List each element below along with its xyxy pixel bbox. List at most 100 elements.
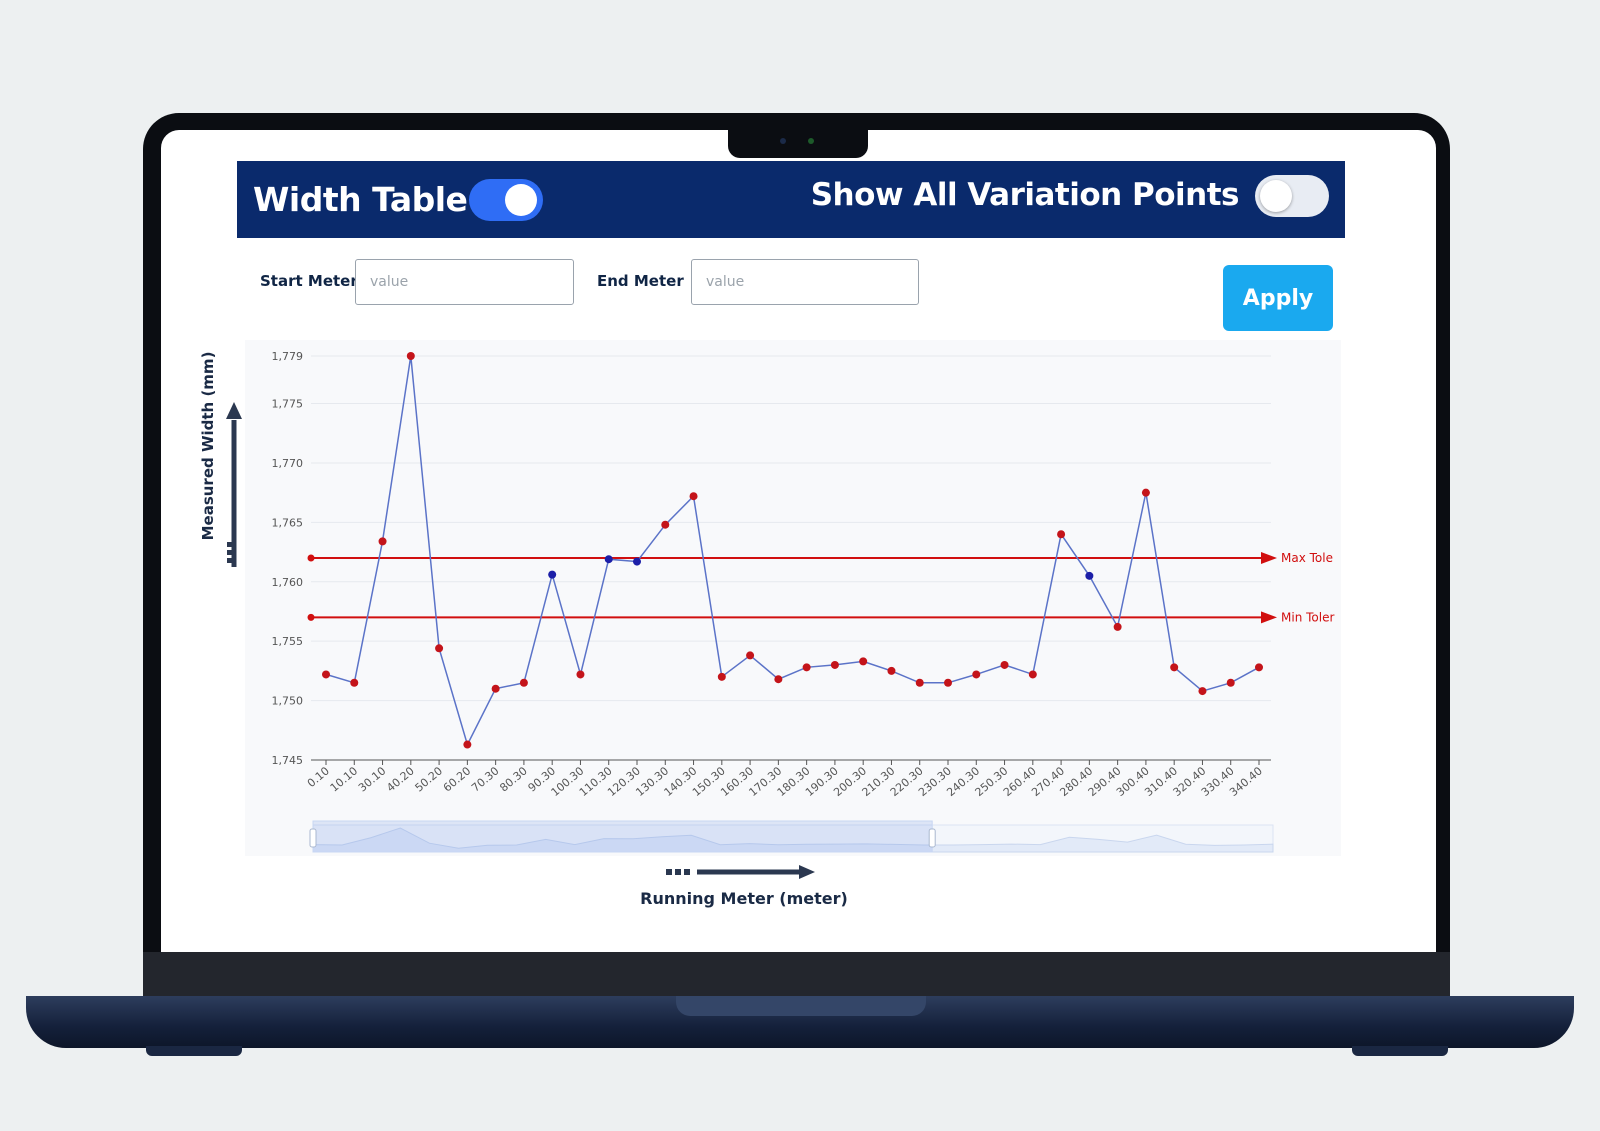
data-point: [1198, 687, 1207, 696]
data-point: [689, 492, 698, 501]
data-point: [915, 678, 924, 687]
x-tick-label: 40.20: [384, 764, 416, 794]
camera-notch: [728, 128, 868, 158]
page-title: Width Table: [253, 180, 468, 219]
data-point: [519, 678, 528, 687]
data-point: [1028, 670, 1037, 679]
data-point: [406, 352, 415, 360]
tolerance-label: Min Toler: [1281, 610, 1334, 624]
variation-points-toggle[interactable]: [1255, 175, 1329, 217]
data-point: [774, 675, 783, 684]
slider-handle[interactable]: [928, 828, 936, 848]
x-axis-dash-icon: [675, 869, 681, 875]
tolerance-arrow-icon: [1261, 552, 1277, 564]
x-axis-title: Running Meter (meter): [640, 889, 848, 908]
toggle-knob: [1260, 180, 1292, 212]
data-points: [322, 352, 1263, 749]
chart-area: [245, 340, 1341, 856]
data-point: [661, 520, 670, 529]
x-tick-label: 70.30: [469, 764, 501, 794]
y-tick-label: 1,770: [272, 457, 304, 470]
variation-points-label: Show All Variation Points: [810, 177, 1240, 213]
x-axis-dash-icon: [684, 869, 690, 875]
camera-icon: [780, 138, 786, 144]
data-point: [378, 537, 387, 546]
data-point: [1085, 571, 1094, 580]
start-meter-input[interactable]: [355, 259, 574, 305]
x-axis-arrowhead-icon: [799, 865, 815, 879]
y-tick-label: 1,760: [272, 576, 304, 589]
laptop-base: [26, 996, 1574, 1048]
app-header: Width Table Show All Variation Points: [237, 161, 1345, 238]
data-point: [1113, 622, 1122, 631]
x-axis-dash-icon: [666, 869, 672, 875]
data-point: [830, 660, 839, 669]
data-point: [859, 657, 868, 666]
y-tick-labels: 1,779 1,775 1,770 1,765 1,760 1,755 1,750 1,745: [272, 350, 304, 767]
laptop-bottom-bezel: [143, 952, 1450, 997]
y-tick-label: 1,765: [272, 516, 304, 529]
app-screen: Width Table Show All Variation Points St…: [161, 130, 1436, 952]
y-axis-dash-icon: [227, 558, 234, 563]
y-axis-title-group: Measured Width (mm): [199, 352, 242, 567]
x-tick-labels: 0.1010.1030.1040.2050.2060.2070.3080.309…: [305, 764, 1265, 799]
slider-window: [312, 820, 933, 853]
data-point: [746, 651, 755, 660]
laptop-lip: [676, 996, 926, 1016]
x-tick-label: 50.20: [413, 764, 445, 794]
data-point: [1226, 678, 1235, 687]
data-point: [604, 555, 613, 564]
end-meter-label: End Meter: [597, 272, 684, 290]
laptop-foot-right: [1352, 1046, 1448, 1056]
x-axis-title-group: Running Meter (meter): [640, 865, 848, 908]
data-point: [350, 678, 359, 687]
start-meter-label: Start Meter: [260, 272, 358, 290]
data-point: [435, 644, 444, 653]
y-axis-title: Measured Width (mm): [199, 352, 217, 541]
tolerance-start-point: [307, 554, 315, 562]
width-table-toggle[interactable]: [469, 179, 543, 221]
x-tick-label: 10.10: [328, 764, 360, 794]
data-point: [463, 740, 472, 749]
chart-grid: [311, 355, 1271, 765]
data-point: [887, 666, 896, 675]
data-point: [576, 670, 585, 679]
x-tick-label: 30.10: [356, 764, 388, 794]
slider-preview: [312, 827, 1274, 853]
data-point: [548, 570, 557, 579]
y-tick-label: 1,750: [272, 695, 304, 708]
data-point: [633, 557, 641, 566]
data-point: [717, 672, 726, 681]
slider-handle[interactable]: [309, 828, 317, 848]
data-point: [1057, 530, 1066, 539]
x-tick-label: 340.40: [1227, 764, 1265, 799]
zoom-slider: [309, 820, 1274, 853]
apply-button[interactable]: Apply: [1223, 265, 1333, 331]
y-axis-arrowhead-icon: [226, 402, 242, 419]
y-tick-label: 1,745: [272, 754, 304, 767]
data-point: [322, 670, 330, 679]
data-point: [1170, 663, 1179, 672]
data-point: [944, 678, 952, 687]
x-tick-label: 80.30: [497, 764, 529, 794]
y-tick-label: 1,775: [272, 398, 304, 411]
data-point: [1000, 660, 1009, 669]
x-tick-label: 60.20: [441, 764, 473, 794]
data-point: [1255, 663, 1263, 672]
y-tick-label: 1,779: [272, 350, 304, 363]
data-point: [491, 684, 500, 693]
tolerance-arrow-icon: [1261, 611, 1277, 624]
tolerance-start-point: [307, 613, 315, 621]
toggle-knob: [505, 184, 537, 216]
data-point: [1141, 488, 1150, 497]
data-point: [972, 670, 981, 679]
tolerance-lines: Max Tole Min Toler: [307, 551, 1334, 624]
y-axis-dash-icon: [227, 542, 234, 547]
series-line: [325, 355, 1260, 747]
laptop-foot-left: [146, 1046, 242, 1056]
width-chart: 1,779 1,775 1,770 1,765 1,760 1,755 1,750 1,745…: [199, 350, 1334, 908]
y-tick-label: 1,755: [272, 635, 304, 648]
camera-led-icon: [808, 138, 814, 144]
data-point: [802, 663, 811, 672]
end-meter-input[interactable]: [691, 259, 919, 305]
